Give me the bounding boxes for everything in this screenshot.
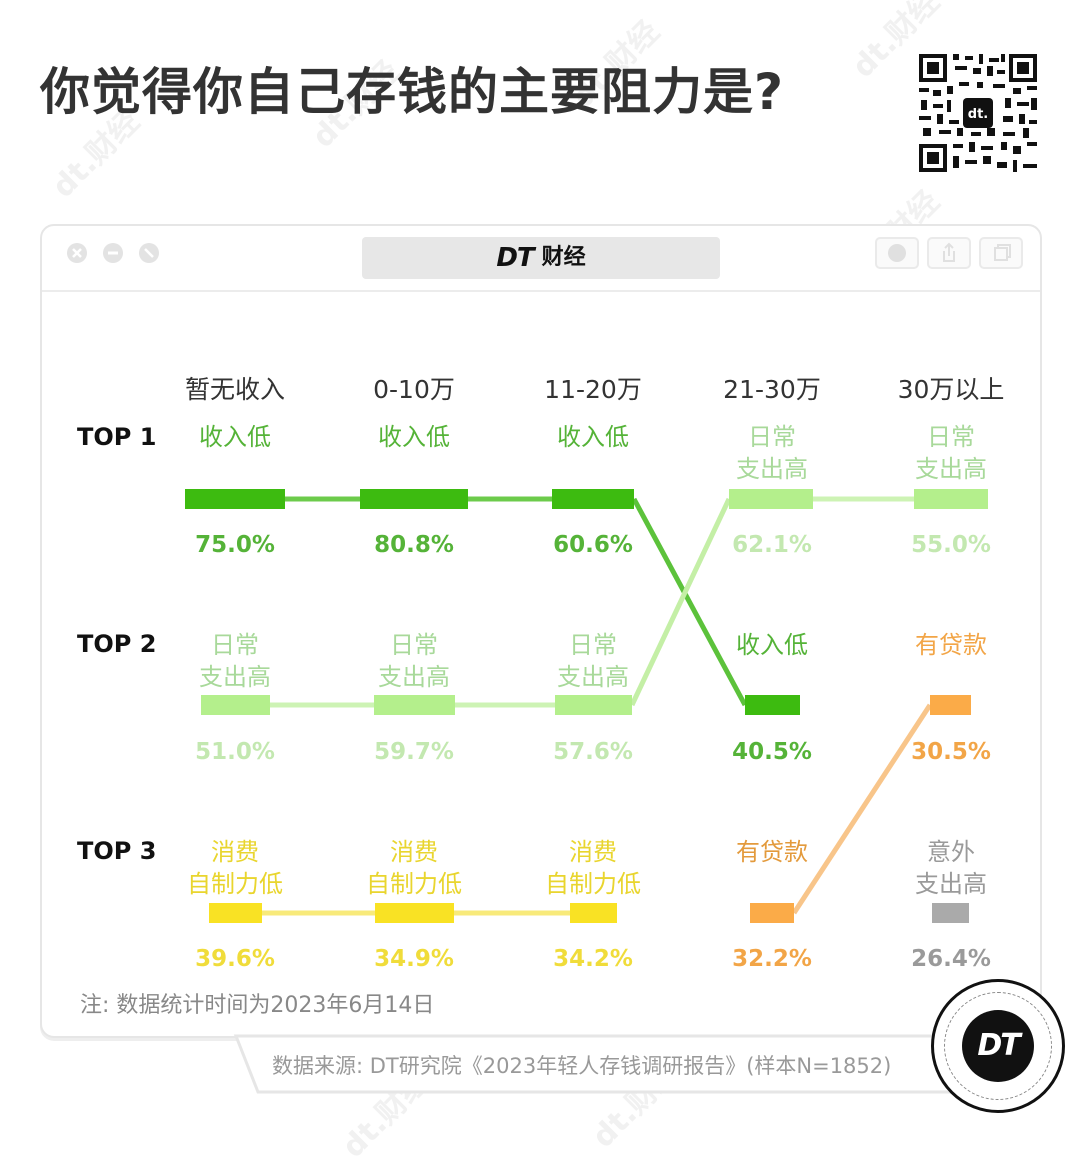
address-bar[interactable]: DT 财经 <box>362 237 720 279</box>
category-label: 收入低 <box>557 423 629 451</box>
category-label: 收入低 <box>378 423 450 451</box>
share-icon <box>943 242 955 262</box>
percent-value: 62.1% <box>732 532 812 558</box>
category-label: 意外 支出高 <box>915 838 987 898</box>
percent-value: 80.8% <box>374 532 454 558</box>
category-label: 日常 支出高 <box>915 423 987 483</box>
percent-value: 34.2% <box>553 946 633 972</box>
series-low-self-control <box>209 903 617 923</box>
percent-value: 34.9% <box>374 946 454 972</box>
series-daily-spending-high <box>201 489 988 715</box>
column-header: 30万以上 <box>897 375 1005 404</box>
dt-badge: DT <box>931 979 1065 1113</box>
category-label: 消费 自制力低 <box>366 838 462 898</box>
percent-value: 60.6% <box>553 532 633 558</box>
tabs-icon <box>994 244 1011 261</box>
footnote: 注: 数据统计时间为2023年6月14日 <box>80 993 435 1018</box>
percent-value: 40.5% <box>732 739 812 765</box>
percent-value: 75.0% <box>195 532 275 558</box>
percent-value: 59.7% <box>374 739 454 765</box>
category-label: 收入低 <box>736 631 808 659</box>
percent-value: 51.0% <box>195 739 275 765</box>
percent-value: 39.6% <box>195 946 275 972</box>
category-label: 消费 自制力低 <box>545 838 641 898</box>
page-title: 你觉得你自己存钱的主要阻力是? <box>40 63 785 121</box>
category-label: 有贷款 <box>736 838 808 866</box>
brand-name: 财经 <box>541 245 586 270</box>
maximize-icon[interactable] <box>139 243 159 263</box>
category-label: 消费 自制力低 <box>187 838 283 898</box>
category-label: 日常 支出高 <box>378 631 450 691</box>
dt-logo: DT <box>496 243 534 273</box>
column-header: 11-20万 <box>544 375 642 404</box>
category-label: 收入低 <box>199 423 271 451</box>
tabs-button[interactable] <box>979 237 1023 269</box>
record-button[interactable] <box>875 237 919 269</box>
series-income-low <box>185 489 800 715</box>
data-source: 数据来源: DT研究院《2023年轻人存钱调研报告》(样本N=1852) <box>272 1054 892 1078</box>
column-header: 21-30万 <box>723 375 821 404</box>
category-label: 日常 支出高 <box>199 631 271 691</box>
category-label: 日常 支出高 <box>557 631 629 691</box>
dt-logo: DT <box>962 1010 1034 1082</box>
column-header: 0-10万 <box>373 375 455 404</box>
category-label: 日常 支出高 <box>736 423 808 483</box>
series-unexpected-spending <box>932 903 969 923</box>
chart-window: DT 财经 <box>40 224 1042 1038</box>
series-has-loan <box>750 695 971 923</box>
svg-text:dt.: dt. <box>968 107 988 122</box>
column-header: 暂无收入 <box>184 375 285 404</box>
qr-code: dt. <box>917 52 1039 174</box>
window-title-bar: DT 财经 <box>42 226 1040 292</box>
percent-value: 30.5% <box>911 739 991 765</box>
close-icon[interactable] <box>67 243 87 263</box>
rank-label: TOP 2 <box>77 630 157 658</box>
percent-value: 55.0% <box>911 532 991 558</box>
percent-value: 57.6% <box>553 739 633 765</box>
bump-chart <box>185 489 988 923</box>
rank-label: TOP 1 <box>77 423 157 451</box>
share-button[interactable] <box>927 237 971 269</box>
rank-label: TOP 3 <box>77 837 157 865</box>
percent-value: 32.2% <box>732 946 812 972</box>
percent-value: 26.4% <box>911 946 991 972</box>
category-label: 有贷款 <box>915 631 987 659</box>
minimize-icon[interactable] <box>103 243 123 263</box>
